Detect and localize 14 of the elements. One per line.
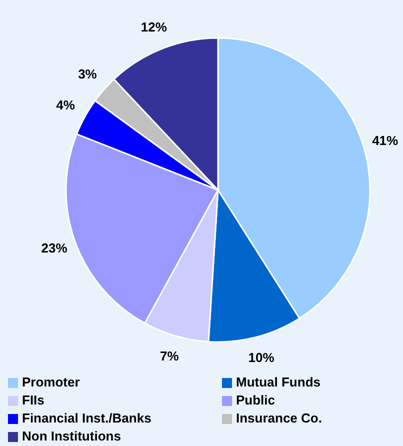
data-label: 7% — [160, 348, 180, 364]
data-label: 10% — [248, 350, 275, 365]
legend-label: Mutual Funds — [236, 374, 320, 390]
legend-label: Public — [236, 392, 276, 408]
data-label: 3% — [78, 66, 98, 82]
legend-label: Insurance Co. — [236, 410, 322, 426]
legend-label: Promoter — [22, 374, 80, 390]
legend-label: Financial Inst./Banks — [22, 410, 152, 426]
data-label: 4% — [56, 98, 76, 113]
legend-label: Non Institutions — [22, 428, 121, 444]
data-label: 41% — [372, 132, 399, 148]
legend-label: FIIs — [22, 392, 44, 408]
data-label: 23% — [41, 240, 68, 256]
data-label: 12% — [140, 20, 168, 35]
